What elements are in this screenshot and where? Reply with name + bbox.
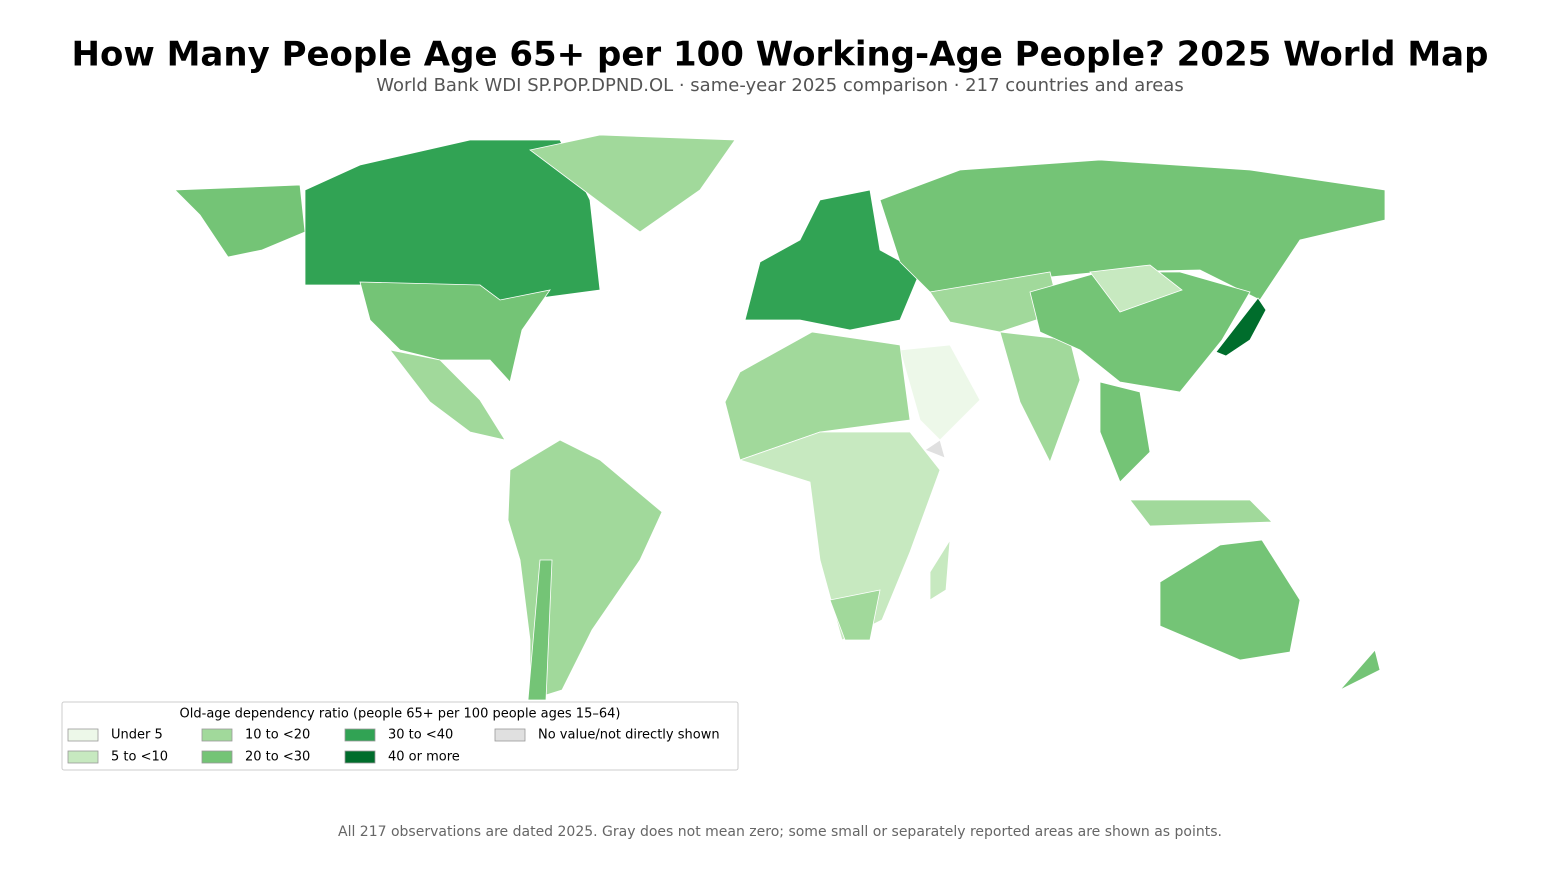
region	[1339, 649, 1381, 691]
region	[724, 331, 911, 461]
region	[899, 344, 981, 441]
legend-swatch	[344, 728, 376, 742]
region	[1089, 264, 1183, 313]
region	[999, 331, 1081, 464]
region	[1099, 381, 1151, 483]
region	[1215, 297, 1267, 357]
legend-swatch	[67, 728, 99, 742]
legend: Under 5 5 to <10 10 to <20 20 to <30 30 to <…	[67, 728, 720, 765]
title: How Many People Age 65+ per 100 Working-…	[72, 35, 1489, 75]
footnote: All 217 observations are dated 2025. Gra…	[338, 824, 1222, 840]
region	[174, 184, 306, 258]
legend-swatch	[201, 728, 233, 742]
legend-swatch	[344, 750, 376, 764]
legend-label: Under 5	[111, 728, 163, 743]
region	[527, 559, 553, 701]
region	[929, 271, 1061, 333]
legend-label: 30 to <40	[388, 728, 453, 743]
region	[929, 539, 951, 601]
region	[738, 431, 941, 641]
legend-label: 10 to <20	[245, 728, 310, 743]
world-map	[174, 134, 1386, 701]
legend-label: 40 or more	[388, 750, 460, 765]
region	[829, 589, 881, 641]
region	[1159, 539, 1301, 661]
legend-label: 5 to <10	[111, 750, 168, 765]
legend-label: 20 to <30	[245, 750, 310, 765]
legend-label: No value/not directly shown	[538, 728, 720, 743]
subtitle: World Bank WDI SP.POP.DPND.OL · same-yea…	[376, 75, 1183, 96]
region	[359, 281, 551, 383]
region	[924, 439, 946, 459]
region	[744, 189, 921, 331]
legend-swatch	[201, 750, 233, 764]
legend-title: Old-age dependency ratio (people 65+ per…	[180, 707, 621, 722]
region	[529, 134, 736, 233]
region	[389, 349, 506, 441]
legend-swatch	[67, 750, 99, 764]
legend-swatch	[494, 728, 526, 742]
region	[1129, 499, 1273, 527]
